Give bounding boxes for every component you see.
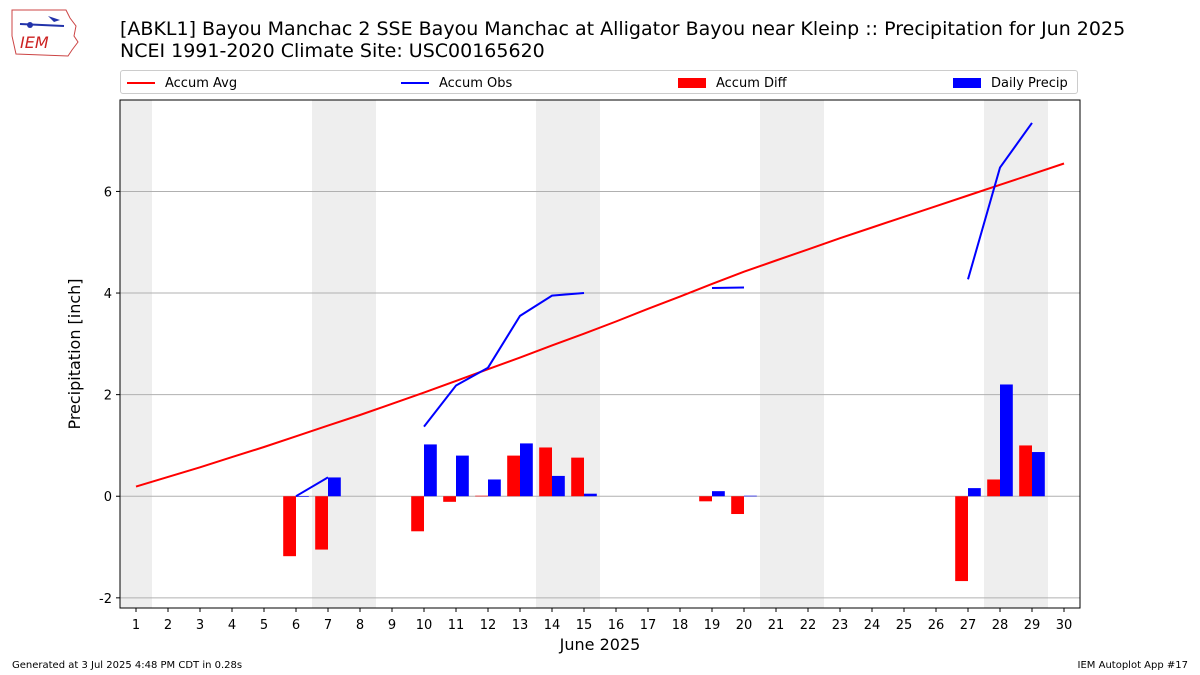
y-tick-label: 0 — [104, 490, 112, 505]
y-tick-label: 6 — [104, 185, 112, 200]
daily-precip-bar — [552, 475, 565, 497]
daily-precip-bar — [584, 493, 597, 497]
chart-title: [ABKL1] Bayou Manchac 2 SSE Bayou Mancha… — [120, 18, 1126, 40]
accum-avg-line — [135, 162, 1065, 488]
chart-legend: Accum Avg Accum Obs Accum Diff Daily Pre… — [120, 70, 1078, 94]
x-tick-label: 28 — [992, 618, 1009, 633]
legend-item-accum-diff: Accum Diff — [678, 74, 787, 92]
x-tick-label: 26 — [928, 618, 945, 633]
legend-swatch-accum-obs — [401, 82, 429, 84]
accum-diff-bar — [283, 496, 296, 557]
x-tick-label: 11 — [448, 618, 465, 633]
x-tick-label: 4 — [228, 618, 236, 633]
daily-precip-bar — [520, 443, 533, 497]
legend-swatch-accum-diff — [678, 78, 706, 88]
x-axis-label: June 2025 — [559, 635, 641, 654]
accum-diff-bar — [571, 457, 584, 497]
x-tick-label: 13 — [512, 618, 529, 633]
x-tick-label: 7 — [324, 618, 332, 633]
x-tick-label: 24 — [864, 618, 881, 633]
daily-precip-bar — [296, 496, 309, 497]
accum-diff-bar — [315, 496, 328, 550]
x-tick-label: 6 — [292, 618, 300, 633]
legend-swatch-accum-avg — [127, 82, 155, 84]
daily-precip-bar — [456, 455, 469, 497]
legend-swatch-daily-precip — [953, 78, 981, 88]
x-tick-label: 27 — [960, 618, 977, 633]
iowa-outline — [11, 9, 79, 57]
legend-item-accum-avg: Accum Avg — [127, 74, 237, 92]
daily-precip-bar — [1000, 384, 1013, 497]
iem-logo: IEM — [11, 9, 79, 57]
accum-diff-bar — [987, 479, 1000, 497]
plot-frame — [119, 99, 1081, 609]
x-tick-label: 20 — [736, 618, 753, 633]
legend-label-accum-avg: Accum Avg — [165, 75, 238, 91]
accum-diff-bar — [411, 496, 424, 532]
x-tick-label: 5 — [260, 618, 268, 633]
weekend-shade-4 — [984, 100, 1048, 608]
legend-item-daily-precip: Daily Precip — [953, 74, 1068, 92]
x-tick-label: 22 — [800, 618, 817, 633]
logo-text: IEM — [20, 33, 49, 52]
legend-item-accum-obs: Accum Obs — [401, 74, 512, 92]
legend-label-accum-obs: Accum Obs — [439, 75, 513, 91]
x-tick-label: 23 — [832, 618, 849, 633]
x-tick-label: 16 — [608, 618, 625, 633]
x-tick-label: 10 — [416, 618, 433, 633]
logo-sensor-dot — [27, 22, 33, 28]
x-tick-label: 3 — [196, 618, 204, 633]
daily-precip-bar — [488, 479, 501, 497]
accum-diff-bar — [955, 496, 968, 582]
x-tick-label: 30 — [1056, 618, 1073, 633]
footer-app: IEM Autoplot App #17 — [1077, 660, 1188, 671]
accum-obs-line — [711, 286, 745, 289]
accum-diff-bar — [731, 496, 744, 515]
daily-precip-bar — [712, 491, 725, 497]
x-tick-label: 2 — [164, 618, 172, 633]
legend-label-accum-diff: Accum Diff — [716, 75, 787, 91]
accum-obs-line — [967, 122, 1033, 280]
x-tick-label: 17 — [640, 618, 657, 633]
accum-obs-line — [295, 476, 329, 498]
daily-precip-bar — [328, 477, 341, 497]
x-tick-label: 9 — [388, 618, 396, 633]
y-tick-label: 2 — [104, 389, 112, 404]
x-tick-label: 12 — [480, 618, 497, 633]
logo-arrow — [48, 16, 60, 22]
y-tick-label: -2 — [99, 592, 112, 607]
accum-diff-bar — [475, 495, 488, 497]
y-axis-label: Precipitation [inch] — [65, 278, 84, 429]
accum-diff-bar — [1019, 445, 1032, 497]
accum-obs-line — [423, 292, 585, 428]
x-tick-label: 8 — [356, 618, 364, 633]
daily-precip-bar — [968, 488, 981, 497]
x-tick-label: 14 — [544, 618, 561, 633]
daily-precip-bar — [744, 495, 757, 497]
x-tick-label: 21 — [768, 618, 785, 633]
x-tick-label: 19 — [704, 618, 721, 633]
chart-subtitle: NCEI 1991-2020 Climate Site: USC00165620 — [120, 40, 545, 62]
weekend-shade-3 — [760, 100, 824, 608]
x-tick-label: 1 — [132, 618, 140, 633]
x-tick-label: 18 — [672, 618, 689, 633]
weekend-shade-0 — [120, 100, 152, 608]
accum-diff-bar — [443, 496, 456, 502]
legend-label-daily-precip: Daily Precip — [991, 75, 1068, 91]
accum-diff-bar — [539, 447, 552, 497]
daily-precip-bar — [1032, 452, 1045, 497]
weekend-shade-2 — [536, 100, 600, 608]
footer-generated: Generated at 3 Jul 2025 4:48 PM CDT in 0… — [12, 660, 243, 671]
x-tick-label: 29 — [1024, 618, 1041, 633]
accum-diff-bar — [699, 496, 712, 502]
x-tick-label: 15 — [576, 618, 593, 633]
y-tick-label: 4 — [104, 287, 112, 302]
daily-precip-bar — [424, 444, 437, 497]
x-tick-label: 25 — [896, 618, 913, 633]
accum-diff-bar — [507, 455, 520, 497]
